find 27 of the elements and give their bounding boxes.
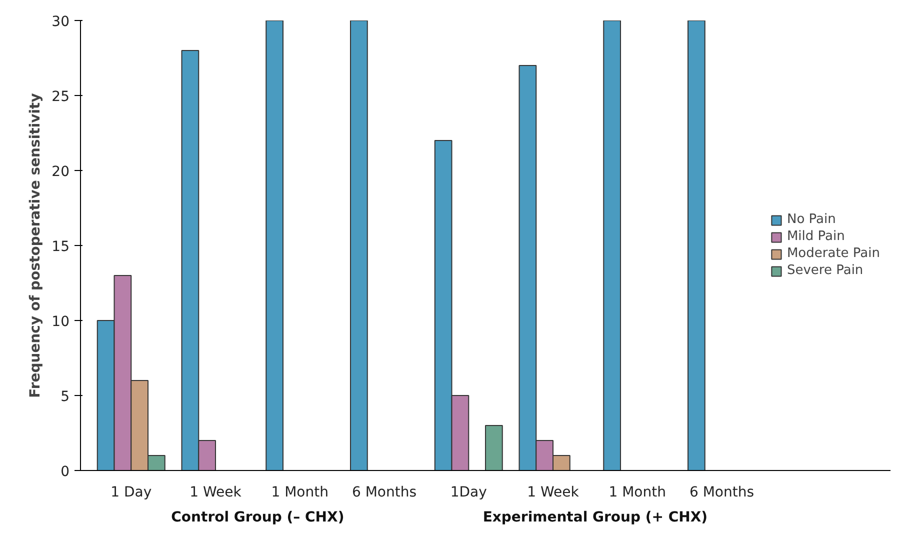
bar [266,20,284,470]
text: Experimental Group (+ CHX) [482,510,708,526]
x-tick-label: 6 Months [352,484,417,500]
y-tick-label: 30 [52,14,70,30]
legend-label: Severe Pain [786,263,864,278]
y-tick-label: 10 [52,314,70,330]
x-tick-label: 6 Months [689,484,754,500]
text: Control Group (– CHX) [171,510,344,526]
y-tick-label: 20 [52,164,70,180]
x-tick-label: 1 Day [110,484,152,500]
x-tick-label: 1 Month [271,484,329,500]
bar [485,425,503,470]
x-tick-label: 1 Week [527,484,580,500]
y-tick-label: 15 [52,239,70,255]
legend-label: Mild Pain [786,229,845,244]
bar [603,20,621,470]
bar [350,20,368,470]
x-tick-label: 1 Week [190,484,242,500]
bar [688,20,706,470]
legend-label: Moderate Pain [786,246,880,261]
x-tick-label: 1 Month [608,484,666,500]
legend-label: No Pain [786,212,836,227]
y-axis-title: Frequency of postoperative sensitivity [28,93,44,398]
y-tick-label: 25 [52,89,70,105]
y-tick-label: 0 [60,464,70,480]
y-tick-label: 5 [60,389,70,405]
x-tick-label: 1Day [450,484,487,500]
